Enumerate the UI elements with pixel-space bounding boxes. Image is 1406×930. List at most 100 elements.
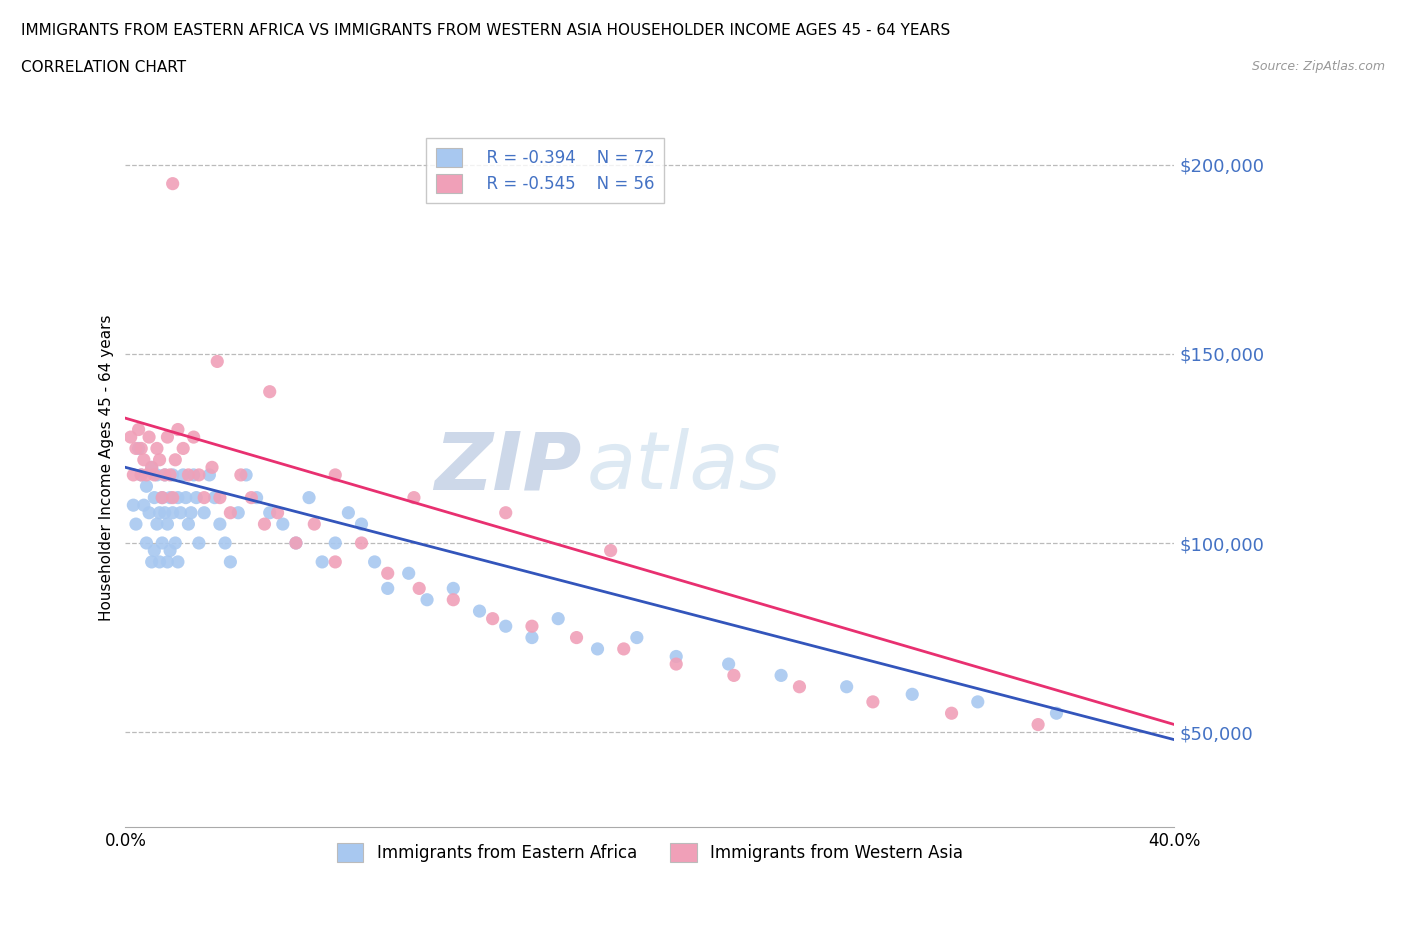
Point: [468, 604, 491, 618]
Point: [350, 517, 373, 532]
Point: [198, 468, 221, 483]
Point: [201, 460, 224, 475]
Point: [770, 668, 793, 683]
Point: [350, 536, 373, 551]
Point: [132, 498, 155, 512]
Point: [167, 554, 190, 569]
Point: [174, 490, 197, 505]
Y-axis label: Householder Income Ages 45 - 64 years: Householder Income Ages 45 - 64 years: [100, 314, 114, 620]
Point: [165, 452, 187, 467]
Point: [132, 452, 155, 467]
Point: [208, 517, 231, 532]
Point: [150, 536, 173, 551]
Point: [159, 490, 181, 505]
Point: [495, 505, 517, 520]
Point: [156, 430, 179, 445]
Legend: Immigrants from Eastern Africa, Immigrants from Western Asia: Immigrants from Eastern Africa, Immigran…: [330, 836, 970, 869]
Point: [613, 642, 636, 657]
Point: [599, 543, 621, 558]
Point: [665, 657, 688, 671]
Point: [219, 505, 242, 520]
Point: [240, 490, 263, 505]
Point: [626, 631, 648, 645]
Text: Source: ZipAtlas.com: Source: ZipAtlas.com: [1251, 60, 1385, 73]
Point: [122, 498, 145, 512]
Point: [266, 505, 288, 520]
Point: [180, 505, 202, 520]
Point: [159, 543, 181, 558]
Point: [187, 536, 209, 551]
Point: [177, 517, 200, 532]
Point: [284, 536, 307, 551]
Point: [143, 468, 166, 483]
Point: [141, 460, 163, 475]
Point: [398, 565, 420, 580]
Point: [495, 618, 517, 633]
Point: [408, 581, 430, 596]
Point: [253, 517, 276, 532]
Point: [207, 354, 229, 369]
Point: [1045, 706, 1067, 721]
Point: [162, 505, 184, 520]
Point: [150, 490, 173, 505]
Point: [138, 505, 160, 520]
Point: [156, 517, 179, 532]
Point: [259, 384, 281, 399]
Point: [377, 581, 399, 596]
Point: [167, 422, 190, 437]
Point: [547, 611, 569, 626]
Text: IMMIGRANTS FROM EASTERN AFRICA VS IMMIGRANTS FROM WESTERN ASIA HOUSEHOLDER INCOM: IMMIGRANTS FROM EASTERN AFRICA VS IMMIGR…: [21, 23, 950, 38]
Text: ZIP: ZIP: [434, 429, 582, 506]
Point: [323, 468, 346, 483]
Point: [146, 441, 169, 456]
Point: [172, 441, 194, 456]
Point: [586, 642, 609, 657]
Point: [298, 490, 321, 505]
Point: [363, 554, 385, 569]
Point: [156, 554, 179, 569]
Point: [441, 592, 464, 607]
Point: [901, 687, 924, 702]
Point: [146, 468, 169, 483]
Point: [337, 505, 360, 520]
Point: [135, 479, 157, 494]
Point: [204, 490, 226, 505]
Point: [148, 452, 170, 467]
Point: [135, 536, 157, 551]
Point: [665, 649, 688, 664]
Point: [377, 565, 399, 580]
Point: [153, 468, 176, 483]
Point: [162, 468, 184, 483]
Point: [148, 505, 170, 520]
Point: [125, 517, 148, 532]
Point: [187, 468, 209, 483]
Point: [723, 668, 745, 683]
Point: [304, 517, 326, 532]
Point: [183, 468, 205, 483]
Point: [150, 490, 173, 505]
Point: [162, 176, 184, 191]
Point: [135, 468, 157, 483]
Point: [167, 490, 190, 505]
Point: [441, 581, 464, 596]
Point: [177, 468, 200, 483]
Point: [153, 468, 176, 483]
Point: [129, 468, 152, 483]
Point: [120, 430, 142, 445]
Point: [138, 430, 160, 445]
Point: [284, 536, 307, 551]
Point: [129, 468, 152, 483]
Point: [862, 695, 884, 710]
Point: [259, 505, 281, 520]
Point: [141, 554, 163, 569]
Text: atlas: atlas: [588, 429, 782, 506]
Point: [141, 460, 163, 475]
Point: [481, 611, 503, 626]
Point: [402, 490, 425, 505]
Point: [172, 468, 194, 483]
Point: [1026, 717, 1049, 732]
Point: [146, 517, 169, 532]
Point: [128, 441, 150, 456]
Point: [122, 468, 145, 483]
Point: [129, 441, 152, 456]
